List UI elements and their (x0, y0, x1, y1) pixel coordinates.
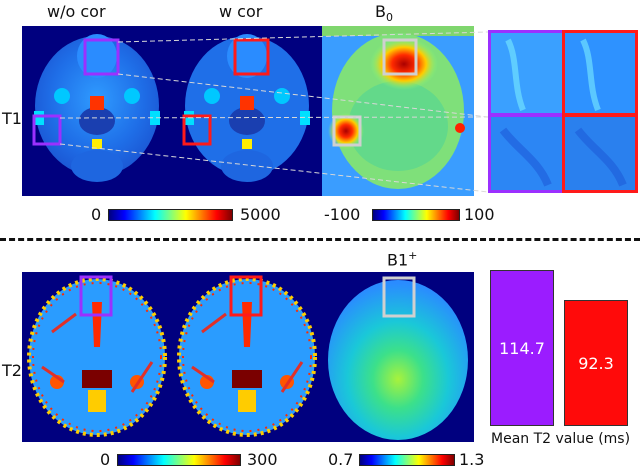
cbar-t1 (108, 209, 233, 221)
cbar-b0 (372, 209, 460, 221)
bar-value-1: 92.3 (578, 354, 614, 373)
t2-map-wo-cor (22, 272, 172, 442)
t1-map-wo-cor (22, 26, 172, 196)
t1-map-w-cor (172, 26, 322, 196)
row-label-t2: T2 (2, 361, 22, 380)
t2-map-wo-cor-svg (22, 272, 172, 442)
b0-main: B (375, 2, 386, 21)
cbar-t2 (117, 454, 241, 466)
b0-sub: 0 (385, 11, 393, 25)
b1-roi-frontal (382, 276, 416, 318)
bar-0: 114.7 (490, 270, 554, 426)
b0-map (322, 26, 474, 196)
cbar-b1-min: 0.7 (328, 450, 354, 469)
t1-map-wo-cor-svg (22, 26, 172, 196)
b0-roi-frontal (382, 38, 418, 76)
cbar-t2-min: 0 (100, 450, 111, 469)
t1-map-w-cor-svg (172, 26, 322, 196)
cbar-b1-max: 1.3 (459, 450, 485, 469)
t2-roi-frontal-cor (229, 275, 263, 317)
t2-map-w-cor (172, 272, 322, 442)
bar-value-0: 114.7 (499, 339, 545, 358)
roi-box-temporal (32, 114, 62, 146)
arrow-6 (280, 361, 304, 393)
roi-box-frontal-cor (233, 38, 270, 76)
arrow-1 (51, 312, 77, 334)
bar-1: 92.3 (564, 300, 628, 426)
cbar-t1-min: 0 (91, 205, 102, 224)
t2-map-w-cor-svg (172, 272, 322, 442)
arrow-5 (191, 365, 215, 384)
zoom-box-br (562, 114, 638, 193)
mean-t2-bar-chart: 114.7 92.3 (490, 270, 636, 426)
col-label-wo-cor: w/o cor (47, 2, 106, 21)
cbar-b0-max: 100 (464, 205, 495, 224)
section-divider (0, 238, 640, 241)
bar-chart-xlabel: Mean T2 value (ms) (491, 431, 631, 447)
col-label-w-cor: w cor (219, 2, 263, 21)
roi-box-temporal-cor (182, 114, 212, 146)
arrow-2 (41, 365, 65, 384)
arrow-4 (201, 312, 227, 334)
col-label-b0: B0 (375, 3, 393, 27)
cbar-b1 (359, 454, 455, 466)
zoom-panel (488, 30, 638, 193)
cbar-b0-min: -100 (324, 205, 361, 224)
b1-map (322, 272, 474, 442)
cbar-t1-max: 5000 (240, 205, 281, 224)
zoom-panel-svg (488, 30, 638, 193)
row-label-t1: T1 (2, 109, 22, 128)
b1-map-svg (322, 272, 474, 442)
col-label-b1: B1+ (387, 247, 417, 269)
b1-main: B1 (387, 250, 409, 270)
guide-lines (59, 31, 489, 193)
b0-roi-temporal (332, 115, 362, 147)
cbar-t2-max: 300 (247, 450, 278, 469)
b0-map-svg (322, 26, 474, 196)
arrow-3 (130, 361, 154, 393)
roi-box-frontal (83, 38, 120, 76)
b1-sup: + (408, 249, 418, 262)
t2-roi-frontal (79, 275, 113, 317)
